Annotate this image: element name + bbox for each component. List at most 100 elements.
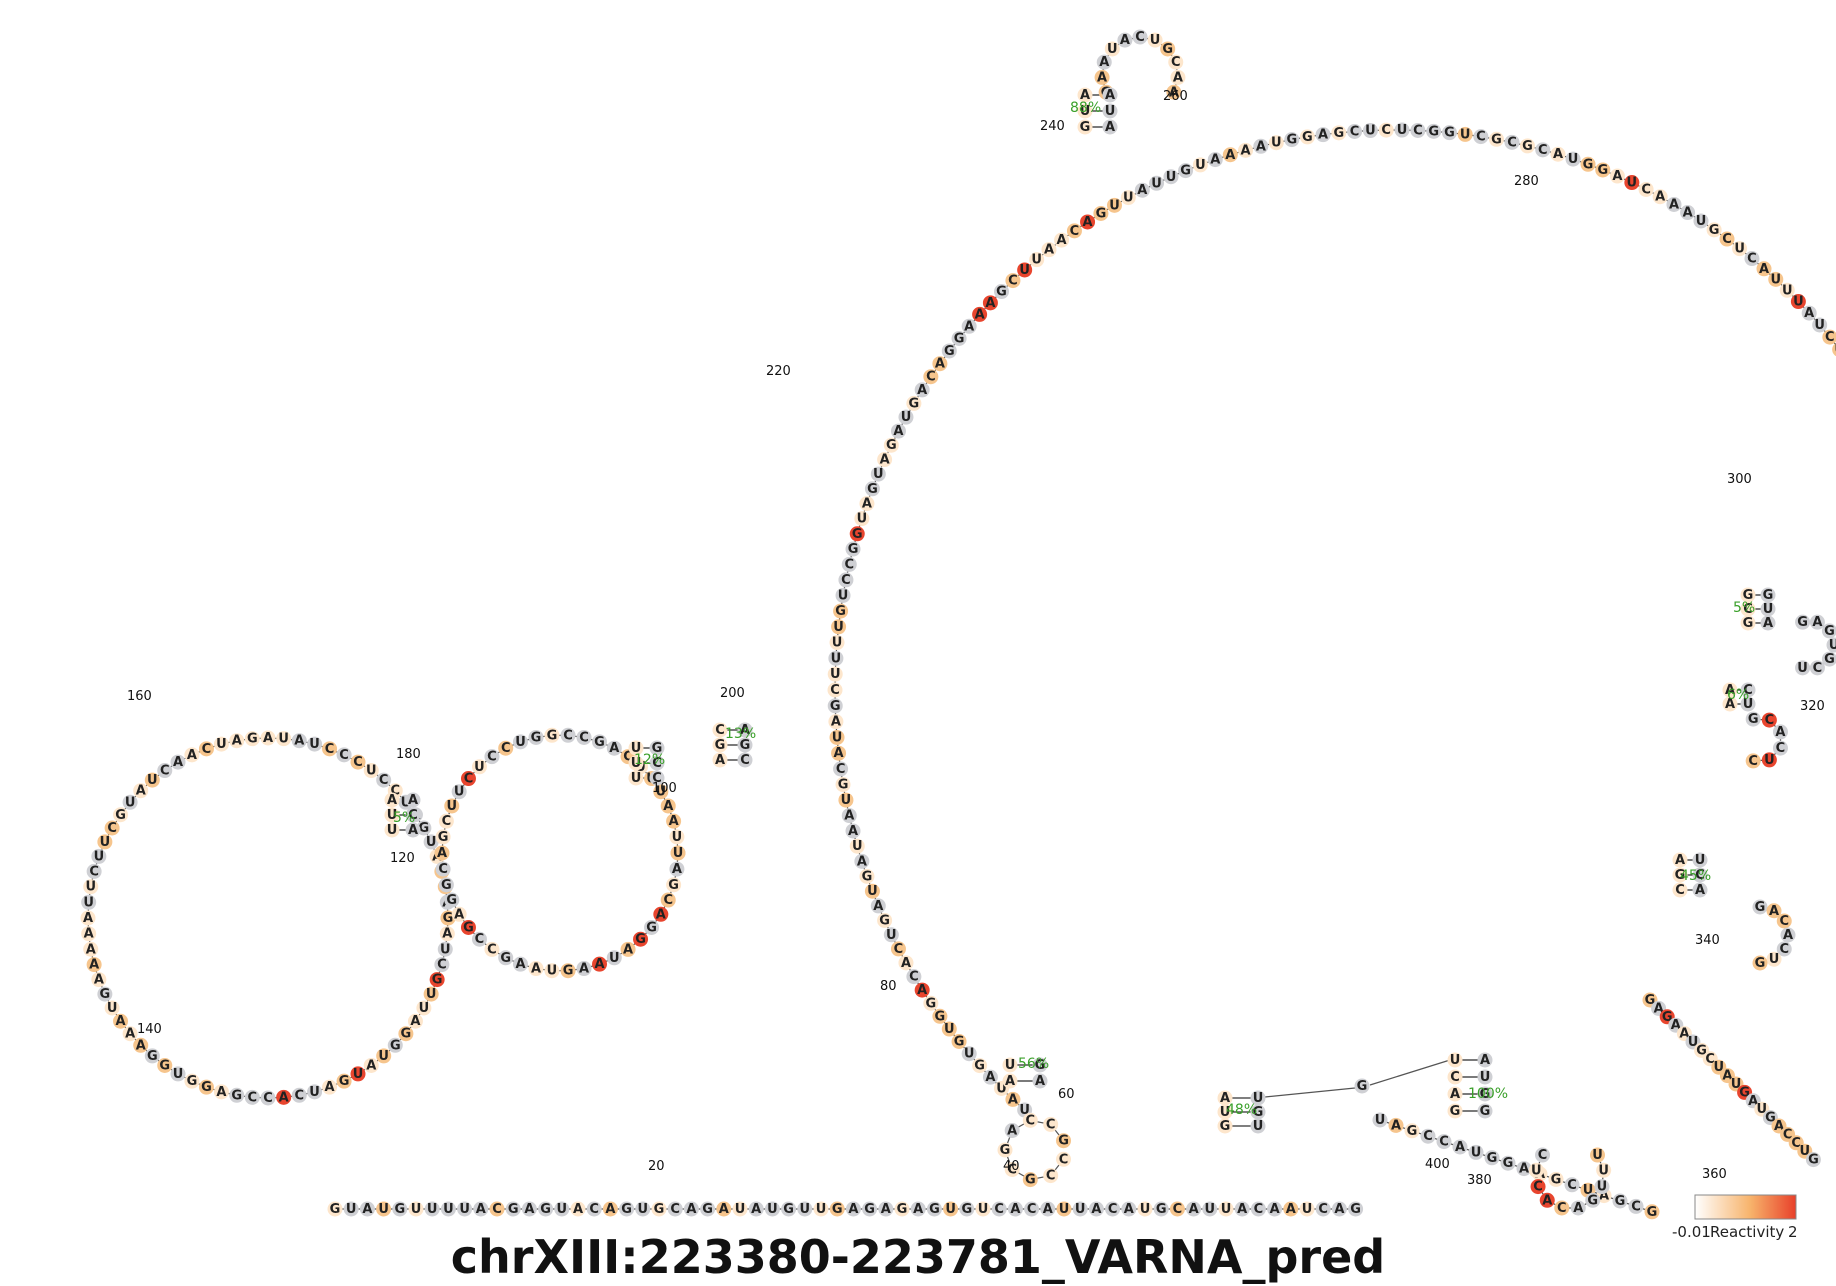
legend-max-label: 2: [1788, 1223, 1798, 1241]
nucleotide-letter-357: C: [1776, 741, 1786, 756]
nucleotide-55: [1202, 1201, 1218, 1217]
nucleotide-314: [438, 813, 454, 829]
nucleotide-letter-240: U: [173, 1067, 184, 1082]
nucleotide-letter-86: A: [848, 824, 858, 839]
position-label-180: 180: [396, 747, 421, 762]
nucleotide-245: [113, 1013, 129, 1029]
nucleotide-419: [1554, 1200, 1570, 1216]
nucleotide-letter-112: A: [893, 424, 903, 439]
nucleotide-letter-445: A: [387, 793, 397, 808]
nucleotide-letter-31: U: [816, 1202, 827, 1217]
nucleotide-63: [1331, 1201, 1347, 1217]
nucleotide-140: [1222, 147, 1238, 163]
nucleotide-letter-16: A: [573, 1202, 583, 1217]
nucleotide-letter-466: U: [1763, 602, 1774, 617]
nucleotide-293: [653, 906, 669, 922]
nucleotide-446: [405, 792, 421, 808]
nucleotide-letter-355: C: [1765, 713, 1775, 728]
nucleotide-letter-241: G: [159, 1058, 170, 1073]
nucleotide-300: [560, 963, 576, 979]
nucleotide-letter-73: G: [935, 1009, 946, 1024]
nucleotide-456: [649, 770, 665, 786]
pair-probability-label: 45%: [1680, 868, 1711, 884]
nucleotide-36: [894, 1201, 910, 1217]
nucleotide-letter-50: A: [1124, 1202, 1134, 1217]
nucleotide-435: [1447, 1086, 1463, 1102]
nucleotide-letter-177: U: [1770, 272, 1781, 287]
nucleotide-68: [982, 1069, 998, 1085]
nucleotide-letter-243: A: [136, 1038, 146, 1053]
nucleotide-letter-108: G: [867, 482, 878, 497]
nucleotide-342: [1147, 32, 1163, 48]
nucleotide-letter-288: G: [443, 911, 454, 926]
nucleotide-352: [1809, 660, 1825, 676]
nucleotide-letter-118: G: [944, 344, 955, 359]
position-labels: 20 40 60 80 100 120 140 160 180 200 220 240 260 280 30…: [127, 89, 1825, 1188]
nucleotide-8: [440, 1201, 456, 1217]
nucleotide-letter-443: G: [1080, 120, 1091, 135]
nucleotide-475: [1672, 867, 1688, 883]
nucleotide-471: [1722, 696, 1738, 712]
nucleotide-424: [1354, 1078, 1370, 1094]
nucleotide-letter-405: C: [1059, 1152, 1069, 1167]
nucleotide-letter-55: U: [1205, 1202, 1216, 1217]
nucleotide-letter-119: G: [954, 331, 965, 346]
nucleotide-139: [1207, 152, 1223, 168]
nucleotide-74: [923, 995, 939, 1011]
nucleotide-letter-300: G: [563, 964, 574, 979]
nucleotide-letter-313: G: [438, 830, 449, 845]
nucleotide-letter-385: U: [1800, 1144, 1811, 1159]
nucleotide-13: [521, 1201, 537, 1217]
nucleotide-letter-114: G: [909, 396, 920, 411]
nucleotide-letter-476: C: [1695, 868, 1705, 883]
nucleotide-452: [649, 740, 665, 756]
nucleotide-94: [827, 698, 843, 714]
nucleotide-letter-133: U: [1123, 191, 1134, 206]
nucleotide-339: [1104, 41, 1120, 57]
nucleotide-99: [831, 619, 847, 635]
position-label-40: 40: [1003, 1159, 1020, 1174]
nucleotide-letter-328: C: [623, 750, 633, 765]
nucleotide-30: [797, 1201, 813, 1217]
nucleotide-letter-365: U: [1769, 952, 1780, 967]
nucleotide-letter-171: U: [1696, 214, 1707, 229]
nucleotide-letter-480: G: [1035, 1058, 1046, 1073]
legend-color-bar: [1694, 1194, 1797, 1220]
nucleotide-letter-458: A: [740, 723, 750, 738]
nucleotide-76: [906, 969, 922, 985]
nucleotide-letter-380: U: [1757, 1102, 1768, 1117]
nucleotide-letter-249: A: [89, 958, 99, 973]
nucleotide-letter-23: A: [686, 1202, 696, 1217]
nucleotide-letter-346: A: [1169, 85, 1179, 100]
nucleotide-143: [1268, 135, 1284, 151]
nucleotide-121: [972, 306, 988, 322]
nucleotide-letter-312: A: [437, 846, 447, 861]
nucleotide-364: [1776, 941, 1792, 957]
nucleotide-letter-175: C: [1747, 252, 1757, 267]
nucleotide-283: [423, 834, 439, 850]
nucleotide-21: [651, 1201, 667, 1217]
nucleotide-176: [1756, 261, 1772, 277]
nucleotide-33: [845, 1201, 861, 1217]
nucleotide-427: [1217, 1104, 1233, 1120]
nucleotide-letter-62: C: [1318, 1202, 1328, 1217]
nucleotide-234: [260, 1090, 276, 1106]
nucleotide-158: [1504, 134, 1520, 150]
nucleotide-26: [732, 1201, 748, 1217]
nucleotide-letter-36: G: [897, 1202, 908, 1217]
nucleotide-450: [405, 822, 421, 838]
nucleotide-96: [827, 666, 843, 682]
nucleotide-letter-430: U: [1253, 1119, 1264, 1134]
nucleotide-325: [576, 729, 592, 745]
nucleotide-390: [1420, 1128, 1436, 1144]
nucleotide-letter-450: A: [408, 823, 418, 838]
nucleotide-441: [1077, 103, 1093, 119]
nucleotide-169: [1666, 196, 1682, 212]
position-label-300: 300: [1727, 472, 1752, 487]
nucleotide-letter-10: A: [476, 1202, 486, 1217]
nucleotide-238: [198, 1079, 214, 1095]
nucleotide-letter-138: U: [1195, 158, 1206, 173]
nucleotide-letter-72: U: [944, 1022, 955, 1037]
nucleotide-letter-160: C: [1538, 143, 1548, 158]
